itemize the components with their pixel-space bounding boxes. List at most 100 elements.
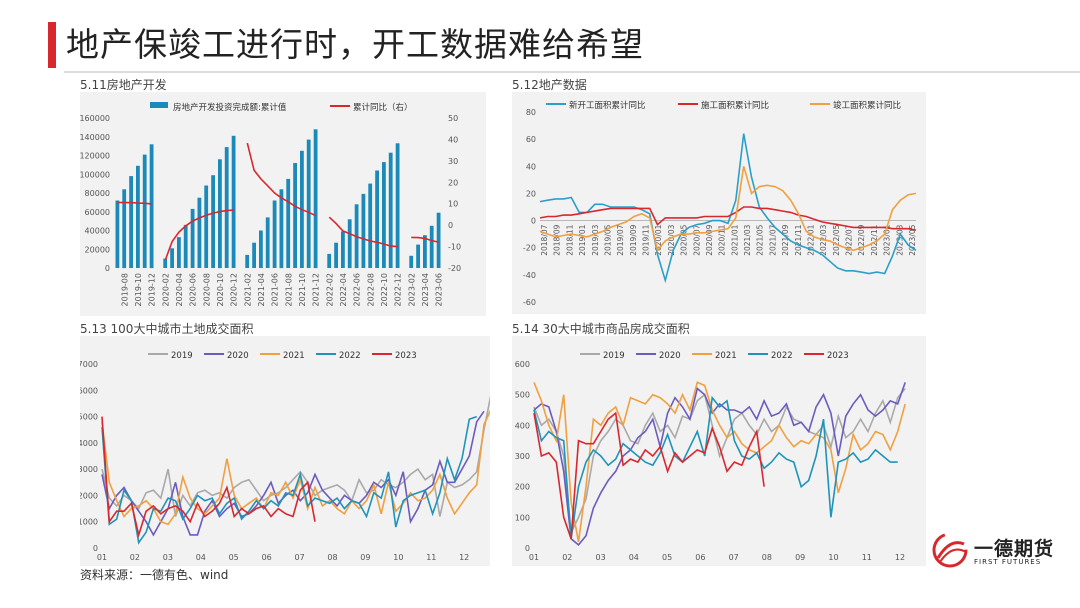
x-tick-label: 2022-06	[353, 273, 362, 306]
bar	[368, 183, 373, 268]
x-tick-label: 2019/11	[642, 224, 651, 255]
y-tick-label: 7000	[80, 360, 98, 369]
company-logo: 一德期货 FIRST FUTURES	[930, 528, 1070, 572]
series-line-yoy	[117, 142, 439, 261]
bar	[313, 129, 318, 269]
y-tick-label: 2000	[80, 491, 98, 500]
legend-label: 2020	[227, 351, 249, 361]
y-right-tick-label: 30	[448, 157, 458, 166]
bar	[375, 170, 379, 268]
series-line	[533, 382, 906, 547]
chart-caption: 5.11房地产开发	[80, 78, 167, 92]
title-divider	[64, 71, 1080, 73]
x-tick-label: 2023-06	[435, 273, 444, 306]
bar	[252, 242, 256, 268]
x-tick-label: 02	[562, 553, 572, 562]
bar	[409, 255, 414, 268]
x-tick-label: 2021/05	[756, 224, 765, 255]
bar	[306, 139, 311, 268]
y-left-tick-label: 160000	[80, 114, 110, 123]
legend-label: 2023	[827, 351, 849, 361]
x-tick-label: 2021-02	[243, 273, 252, 306]
x-tick-label: 2019/07	[616, 224, 625, 255]
series-line	[101, 415, 477, 545]
plot-background	[512, 92, 926, 314]
x-tick-label: 04	[196, 553, 206, 562]
x-tick-label: 2020-02	[161, 273, 170, 306]
bar	[163, 258, 168, 268]
bar	[416, 244, 420, 268]
x-tick-label: 2021-10	[298, 273, 307, 306]
series-line	[101, 416, 316, 538]
x-tick-label: 06	[262, 553, 272, 562]
x-tick-label: 2019-10	[134, 273, 143, 306]
x-tick-label: 2021/07	[768, 224, 777, 255]
bar	[361, 193, 366, 268]
x-tick-label: 2023-04	[421, 273, 430, 306]
y-tick-label: 200	[515, 483, 530, 492]
x-tick-label: 2018/11	[565, 224, 574, 255]
x-tick-label: 2022/05	[832, 224, 841, 255]
x-tick-label: 2020/05	[680, 224, 689, 255]
y-right-tick-label: 20	[448, 178, 458, 187]
legend-label: 2023	[395, 351, 417, 361]
y-right-tick-label: -20	[448, 264, 461, 273]
x-tick-label: 2020-06	[189, 273, 198, 306]
x-tick-label: 03	[163, 553, 173, 562]
x-tick-label: 2022-10	[380, 273, 389, 306]
y-tick-label: 3000	[80, 465, 98, 474]
series-line	[533, 381, 906, 543]
y-left-tick-label: 140000	[80, 133, 110, 142]
legend-label: 房地产开发投资完成额:累计值	[173, 102, 287, 113]
series-line	[539, 166, 917, 253]
y-tick-label: 100	[515, 513, 530, 522]
bar	[197, 197, 202, 268]
x-tick-label: 2022/09	[857, 224, 866, 255]
bar	[177, 237, 181, 268]
y-left-tick-label: 60000	[85, 208, 110, 217]
y-tick-label: 0	[93, 544, 98, 553]
y-tick-label: 6000	[80, 386, 98, 395]
x-tick-label: 2021/11	[794, 224, 803, 255]
bar	[211, 175, 215, 268]
bar	[293, 163, 297, 268]
legend-label: 2022	[339, 351, 361, 361]
x-tick-label: 10	[393, 553, 403, 562]
y-left-tick-label: 100000	[80, 170, 110, 179]
y-tick-label: 400	[515, 421, 530, 430]
legend-label: 新开工面积累计同比	[569, 100, 646, 111]
y-left-tick-label: 80000	[85, 189, 110, 198]
legend-label: 2022	[771, 351, 793, 361]
x-tick-label: 08	[762, 553, 772, 562]
bar	[183, 224, 188, 268]
chart-land-transaction: 7000 6000 5000 4000 3000 2000 1000 001 02 03 04 05 0…	[80, 336, 490, 566]
bar	[395, 143, 400, 268]
series-line	[539, 206, 917, 231]
y-tick-label: -20	[523, 244, 536, 253]
source-note: 资料来源：一德有色、wind	[80, 568, 229, 582]
x-tick-label: 2022-04	[339, 273, 348, 306]
legend-label: 2019	[171, 351, 193, 361]
x-tick-label: 2020-12	[230, 273, 239, 306]
bar	[286, 178, 291, 268]
x-tick-label: 01	[529, 553, 539, 562]
panel-real-estate-investment: 5.11房地产开发 0 20000 40000 60000 80000 100000 120…	[80, 76, 486, 318]
bar	[272, 200, 277, 268]
legend-label: 2019	[603, 351, 625, 361]
y-left-tick-label: 20000	[85, 245, 110, 254]
y-tick-label: -60	[523, 298, 536, 307]
y-tick-label: 40	[526, 162, 536, 171]
chart-caption: 5.14 30大中城市商品房成交面积	[512, 322, 690, 336]
bar	[218, 159, 222, 269]
y-tick-label: 0	[531, 217, 536, 226]
x-tick-label: 02	[130, 553, 140, 562]
x-tick-label: 2018/07	[540, 224, 549, 255]
x-tick-label: 09	[360, 553, 370, 562]
y-tick-label: 4000	[80, 439, 98, 448]
bar	[436, 212, 441, 268]
x-tick-label: 2019/05	[603, 224, 612, 255]
x-tick-label: 2020-04	[175, 273, 184, 306]
bar	[122, 189, 127, 269]
x-tick-label: 07	[729, 553, 739, 562]
x-tick-label: 2018/09	[553, 224, 562, 255]
